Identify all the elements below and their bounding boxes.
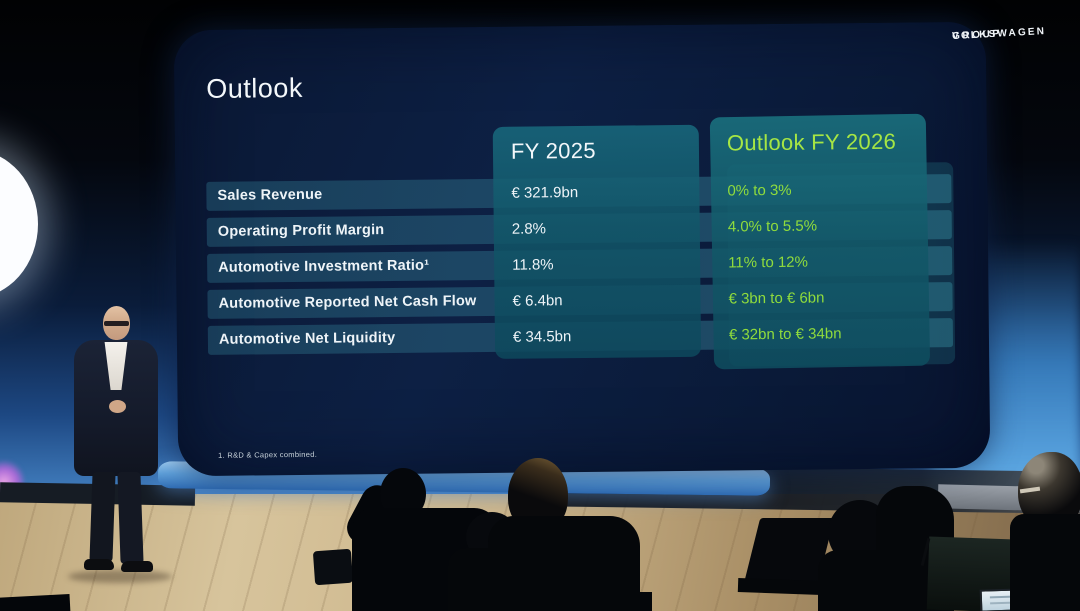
row-label: Automotive Net Liquidity — [218, 329, 396, 348]
audience-silhouette — [1010, 452, 1080, 611]
presenter-shoe — [84, 559, 114, 570]
audience-body — [1010, 514, 1080, 611]
foreground-desk-edge — [0, 594, 71, 611]
presenter-hands — [109, 400, 126, 413]
row-value-fy2026: 11% to 12% — [728, 253, 809, 272]
logo-line-2: GROUP — [951, 28, 1002, 43]
row-label: Operating Profit Margin — [217, 222, 385, 240]
row-value-fy2026: 4.0% to 5.5% — [727, 217, 818, 236]
row-value-fy2025: € 34.5bn — [512, 328, 572, 346]
row-label: Sales Revenue — [217, 186, 323, 204]
row-value-fy2025: € 6.4bn — [512, 292, 563, 310]
column-header-fy2026: Outlook FY 2026 — [726, 128, 897, 156]
audience-body — [488, 516, 640, 611]
row-value-fy2026: 0% to 3% — [727, 181, 792, 200]
row-value-fy2025: 11.8% — [512, 256, 554, 274]
presenter-glasses — [104, 321, 129, 326]
presenter-shoe — [121, 561, 153, 572]
presenter-leg — [117, 472, 144, 564]
presenter-shadow — [68, 570, 172, 583]
presenter-leg — [89, 472, 116, 562]
presenter-shirt — [104, 342, 128, 390]
row-value-fy2026: € 3bn to € 6bn — [728, 289, 825, 308]
presentation-screen: Outlook VOLKSWAGEN GROUP FY 2025 Outlook… — [173, 21, 1046, 477]
column-header-fy2025: FY 2025 — [510, 137, 596, 164]
floor-object — [312, 548, 354, 586]
slide-title: Outlook — [206, 72, 304, 104]
slide-footnote: 1. R&D & Capex combined. — [218, 449, 318, 460]
row-value-fy2025: € 321.9bn — [511, 184, 579, 202]
row-value-fy2025: 2.8% — [511, 220, 547, 238]
row-label: Automotive Reported Net Cash Flow — [218, 293, 477, 312]
row-label: Automotive Investment Ratio¹ — [218, 257, 430, 276]
audience-silhouette — [488, 458, 640, 611]
presenter — [66, 300, 178, 586]
row-value-fy2026: € 32bn to € 34bn — [728, 325, 842, 344]
